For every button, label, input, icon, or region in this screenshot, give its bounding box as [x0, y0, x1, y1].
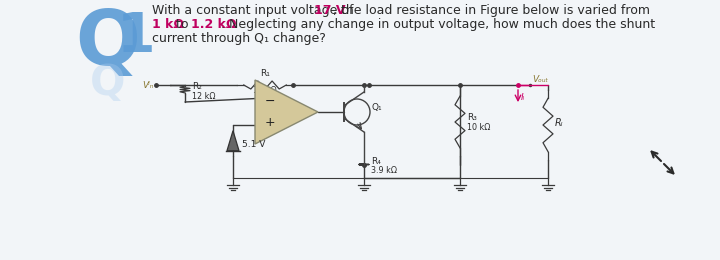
- Text: 17 V: 17 V: [314, 4, 346, 17]
- Polygon shape: [227, 131, 239, 151]
- Text: Q: Q: [90, 62, 126, 104]
- Text: , the load resistance in Figure below is varied from: , the load resistance in Figure below is…: [333, 4, 650, 17]
- Text: 3.9 kΩ: 3.9 kΩ: [371, 166, 397, 175]
- Text: R₁: R₁: [260, 69, 270, 78]
- Text: 1.2 kΩ: 1.2 kΩ: [192, 18, 237, 31]
- Text: 5.1 V: 5.1 V: [242, 140, 266, 149]
- Text: current through Q₁ change?: current through Q₁ change?: [152, 32, 326, 45]
- Text: R₂: R₂: [192, 82, 202, 91]
- Text: R₃: R₃: [467, 113, 477, 122]
- Text: R₄: R₄: [371, 157, 381, 166]
- Text: 12 kΩ: 12 kΩ: [192, 92, 215, 101]
- Text: Vᴵₙ: Vᴵₙ: [143, 81, 154, 89]
- Text: Iₗ: Iₗ: [521, 93, 525, 101]
- Text: 1: 1: [117, 10, 156, 64]
- Text: Q: Q: [76, 7, 140, 81]
- Text: With a constant input voltage of: With a constant input voltage of: [152, 4, 358, 17]
- Text: +: +: [265, 116, 276, 129]
- Text: −: −: [265, 94, 276, 107]
- Text: 10 kΩ: 10 kΩ: [467, 123, 490, 132]
- Text: . Neglecting any change in output voltage, how much does the shunt: . Neglecting any change in output voltag…: [220, 18, 654, 31]
- Text: Q₁: Q₁: [372, 103, 382, 112]
- Text: Vₒᵤₜ: Vₒᵤₜ: [532, 75, 548, 84]
- Text: 1 kΩ: 1 kΩ: [152, 18, 184, 31]
- Polygon shape: [255, 80, 318, 144]
- Text: to: to: [171, 18, 192, 31]
- Text: 100 Ω: 100 Ω: [253, 86, 276, 95]
- Text: Rₗ: Rₗ: [555, 118, 563, 128]
